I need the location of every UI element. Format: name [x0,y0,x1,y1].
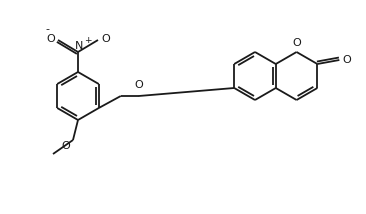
Text: -: - [45,24,49,34]
Text: O: O [46,34,55,44]
Text: O: O [101,34,110,44]
Text: O: O [292,38,301,48]
Text: O: O [134,80,143,90]
Text: N: N [75,41,83,51]
Text: +: + [84,36,92,45]
Text: O: O [61,141,70,151]
Text: O: O [342,55,351,65]
